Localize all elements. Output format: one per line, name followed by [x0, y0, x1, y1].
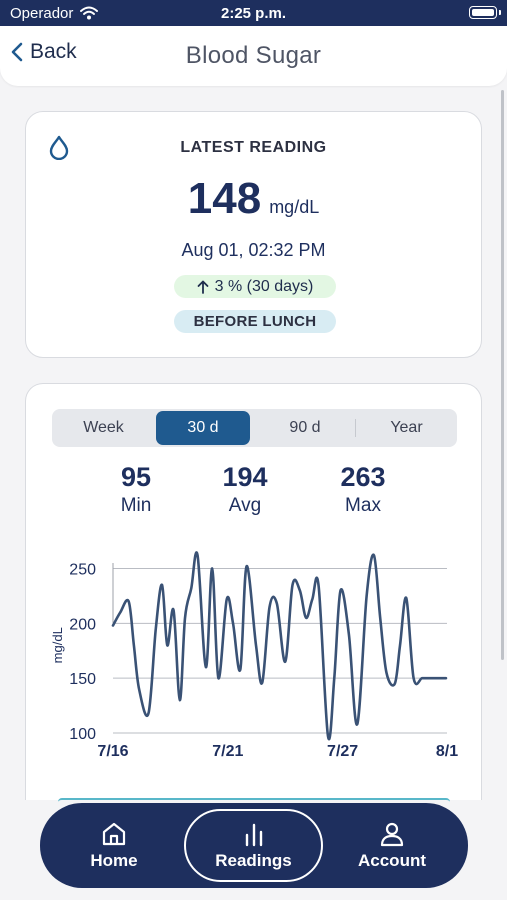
- battery-icon: [469, 6, 501, 19]
- y-axis-label: mg/dL: [50, 627, 65, 663]
- x-tick-label: 7/16: [97, 743, 128, 760]
- reading-unit: mg/dL: [269, 197, 320, 217]
- stat-avg: 194 Avg: [200, 462, 290, 517]
- chevron-left-icon: [11, 42, 23, 62]
- stat-min-value: 95: [120, 462, 152, 492]
- stat-min-label: Min: [120, 495, 152, 516]
- y-tick-label: 100: [69, 726, 96, 743]
- series-line: [111, 551, 448, 741]
- meal-tag: BEFORE LUNCH: [174, 310, 336, 333]
- stat-avg-label: Avg: [228, 495, 262, 516]
- tab-account-label: Account: [358, 851, 426, 870]
- x-tick-label: 7/27: [327, 743, 358, 760]
- latest-reading-card: LATEST READING 148 mg/dL Aug 01, 02:32 PM…: [25, 111, 482, 358]
- scrollbar[interactable]: [501, 90, 504, 660]
- tab-home-label: Home: [90, 851, 138, 870]
- range-tab-90d[interactable]: 90 d: [289, 419, 321, 436]
- trend-badge: 3 % (30 days): [174, 275, 336, 298]
- back-label: Back: [30, 40, 77, 63]
- reading-value: 148: [187, 174, 262, 223]
- navigation-bar: Back Blood Sugar: [0, 26, 507, 86]
- stat-max-label: Max: [345, 495, 381, 516]
- range-selector: Week 30 d 90 d Year: [52, 409, 457, 447]
- y-tick-label: 200: [69, 616, 96, 633]
- blood-sugar-line-chart: 250 200 150 100 mg/dL 7/16 7/21 7/27 8/1: [50, 551, 458, 760]
- tab-readings-label: Readings: [215, 851, 292, 870]
- range-divider: [355, 419, 356, 437]
- reading-value-row: 148 mg/dL: [26, 174, 481, 224]
- range-tab-week[interactable]: Week: [83, 419, 124, 436]
- stat-avg-value: 194: [222, 462, 268, 492]
- arrow-up-icon: [197, 280, 209, 294]
- drop-icon: [49, 135, 69, 160]
- trend-text: 3 % (30 days): [214, 277, 314, 295]
- x-tick-label: 7/21: [212, 743, 243, 760]
- tab-account[interactable]: Account: [332, 803, 452, 888]
- tab-readings[interactable]: Readings: [184, 803, 323, 888]
- person-icon: [380, 822, 404, 847]
- stat-max: 263 Max: [318, 462, 408, 517]
- next-card-edge: [58, 798, 450, 802]
- reading-datetime: Aug 01, 02:32 PM: [181, 240, 326, 260]
- stat-min: 95 Min: [91, 462, 181, 517]
- range-tab-30d[interactable]: 30 d: [156, 411, 250, 445]
- active-tab-indicator: [184, 809, 323, 882]
- back-button[interactable]: Back: [10, 40, 77, 64]
- status-bar: Operador 2:25 p.m.: [0, 0, 507, 26]
- bar-chart-icon: [245, 823, 262, 847]
- latest-reading-heading: LATEST READING: [180, 139, 327, 156]
- y-tick-label: 150: [69, 671, 96, 688]
- page-title: Blood Sugar: [185, 42, 322, 69]
- carrier-label: Operador: [10, 5, 74, 22]
- home-icon: [102, 822, 126, 846]
- x-tick-label: 8/1: [436, 743, 458, 760]
- wifi-icon: [80, 6, 98, 20]
- stat-max-value: 263: [340, 462, 386, 492]
- y-tick-label: 250: [69, 561, 96, 578]
- clock: 2:25 p.m.: [220, 5, 287, 22]
- history-chart-card: Week 30 d 90 d Year 95 Min 194 Avg 263 M…: [25, 383, 482, 823]
- tab-bar: Home Readings Account: [40, 803, 468, 888]
- range-tab-year[interactable]: Year: [390, 419, 423, 436]
- tab-home[interactable]: Home: [54, 803, 174, 888]
